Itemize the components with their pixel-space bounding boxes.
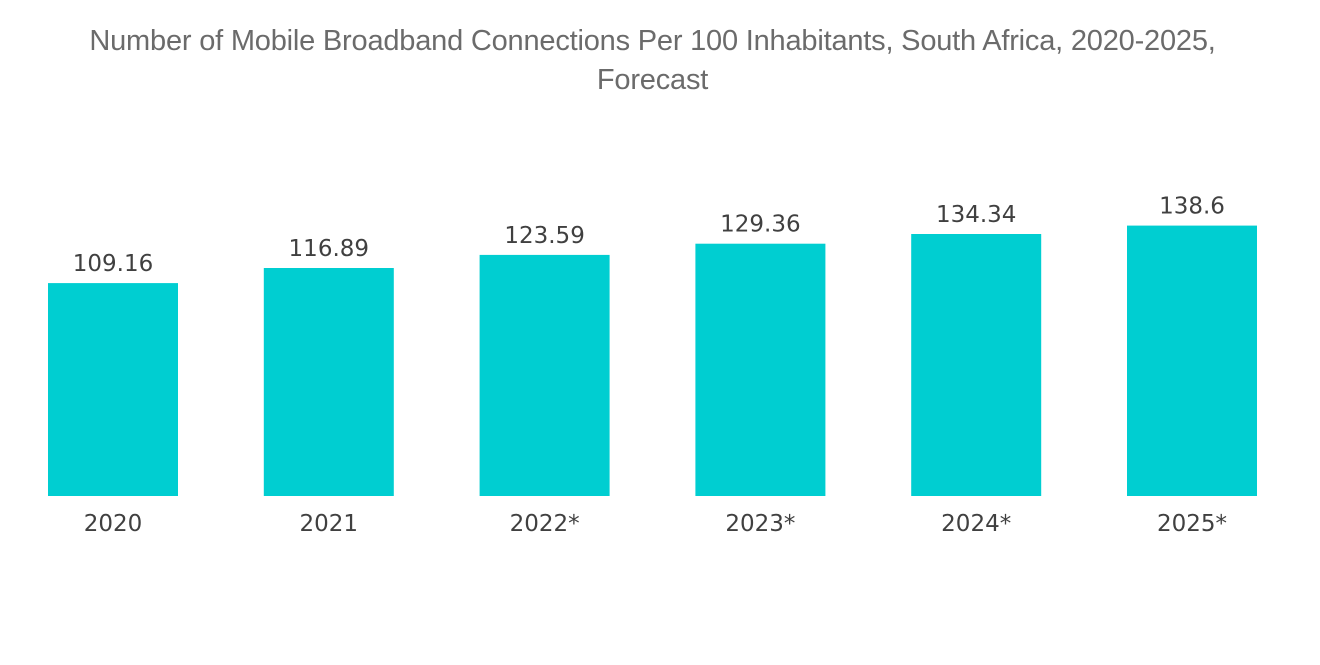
chart-title-line-2: Forecast	[596, 64, 709, 96]
chart-title-line-1: Number of Mobile Broadband Connections P…	[89, 25, 1216, 57]
chart-title: Number of Mobile Broadband Connections P…	[0, 22, 1305, 100]
value-labels-group: 109.16 116.89 123.59 129.36 134.34 138.6	[73, 194, 1225, 278]
value-label-2021: 116.89	[289, 236, 369, 262]
value-label-2025: 138.6	[1159, 194, 1225, 220]
x-tick-label-2025: 2025*	[1157, 511, 1227, 537]
x-tick-label-2024: 2024*	[941, 511, 1011, 537]
x-tick-label-2023: 2023*	[725, 511, 795, 537]
bar-2023	[695, 243, 826, 496]
bar-2021	[263, 268, 394, 496]
x-tick-label-2020: 2020	[84, 511, 143, 537]
value-label-2020: 109.16	[73, 251, 153, 277]
bars-group	[48, 225, 1257, 496]
x-axis-tick-labels: 2020 2021 2022* 2023* 2024* 2025*	[84, 511, 1227, 537]
value-label-2022: 123.59	[504, 223, 584, 249]
value-label-2024: 134.34	[936, 202, 1016, 228]
bar-2020	[48, 283, 178, 496]
bar-2022	[479, 254, 610, 496]
bar-2024	[911, 234, 1042, 496]
x-tick-label-2021: 2021	[300, 511, 359, 537]
x-tick-label-2022: 2022*	[510, 511, 580, 537]
value-label-2023: 129.36	[720, 212, 800, 238]
bar-2025	[1127, 225, 1257, 496]
